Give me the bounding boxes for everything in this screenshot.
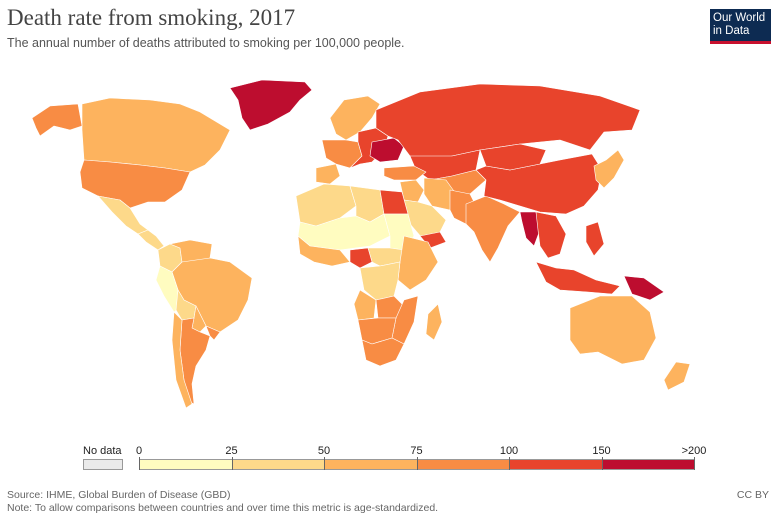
- license-link[interactable]: CC BY: [736, 489, 769, 501]
- source-text[interactable]: Source: IHME, Global Burden of Disease (…: [7, 489, 231, 501]
- legend-bin-1[interactable]: [231, 459, 325, 470]
- note-text: Note: To allow comparisons between count…: [7, 502, 439, 514]
- legend-tick-label: 75: [410, 445, 423, 457]
- region-new-zealand[interactable]: [663, 361, 691, 391]
- logo-line-2: in Data: [713, 25, 750, 37]
- region-canada[interactable]: [81, 97, 231, 173]
- logo-line-1: Our World: [713, 12, 766, 24]
- region-russia[interactable]: [375, 83, 641, 161]
- legend-tick: [231, 457, 233, 470]
- legend-tick: [416, 457, 418, 470]
- chart-subtitle: The annual number of deaths attributed t…: [7, 36, 405, 50]
- region-australia[interactable]: [569, 295, 657, 365]
- region-alaska[interactable]: [31, 103, 83, 137]
- region-philippines[interactable]: [585, 221, 605, 257]
- region-greenland[interactable]: [229, 79, 313, 131]
- chart-title: Death rate from smoking, 2017: [7, 5, 296, 30]
- legend-bin-3[interactable]: [416, 459, 510, 470]
- world-map[interactable]: [0, 55, 775, 435]
- legend-bin-2[interactable]: [324, 459, 418, 470]
- legend-tick: [509, 457, 510, 470]
- legend-no-data-swatch[interactable]: [83, 459, 123, 470]
- owid-logo[interactable]: Our World in Data: [710, 9, 771, 44]
- region-united-states[interactable]: [79, 159, 191, 209]
- region-indochina[interactable]: [535, 211, 567, 259]
- region-south-africa[interactable]: [361, 337, 405, 367]
- region-indonesia[interactable]: [535, 261, 621, 295]
- region-korea-japan[interactable]: [593, 149, 625, 189]
- region-papua-new-guinea[interactable]: [623, 275, 665, 301]
- region-dr-congo[interactable]: [359, 261, 401, 301]
- legend-tick: [139, 457, 140, 470]
- legend-tick: [601, 457, 603, 470]
- legend-no-data-label: No data: [83, 445, 122, 457]
- color-legend: 0 25 50 75 100 150 >200: [136, 445, 706, 470]
- legend-tick: [694, 457, 695, 470]
- region-india[interactable]: [465, 195, 521, 263]
- region-chile[interactable]: [171, 311, 193, 409]
- region-iberia[interactable]: [315, 163, 341, 185]
- legend-tick-label: 0: [135, 445, 143, 457]
- region-uruguay[interactable]: [205, 325, 221, 341]
- legend-bin-4[interactable]: [509, 459, 603, 470]
- region-mongolia[interactable]: [479, 143, 547, 171]
- legend-tick-label: 50: [317, 445, 331, 457]
- region-madagascar[interactable]: [425, 303, 443, 341]
- region-central-america[interactable]: [137, 229, 165, 251]
- legend-tick-label: >200: [681, 445, 707, 457]
- region-cameroon[interactable]: [349, 247, 373, 269]
- legend-bin-0[interactable]: [139, 459, 233, 470]
- legend-tick: [324, 457, 325, 470]
- legend-bin-5[interactable]: [601, 459, 695, 470]
- region-saudi-arabia[interactable]: [403, 199, 447, 239]
- legend-tick-label: 25: [225, 445, 238, 457]
- legend-tick-label: 150: [592, 445, 611, 457]
- legend-tick-label: 100: [499, 445, 519, 457]
- region-scandinavia[interactable]: [329, 95, 381, 141]
- region-west-africa-coast[interactable]: [297, 235, 351, 267]
